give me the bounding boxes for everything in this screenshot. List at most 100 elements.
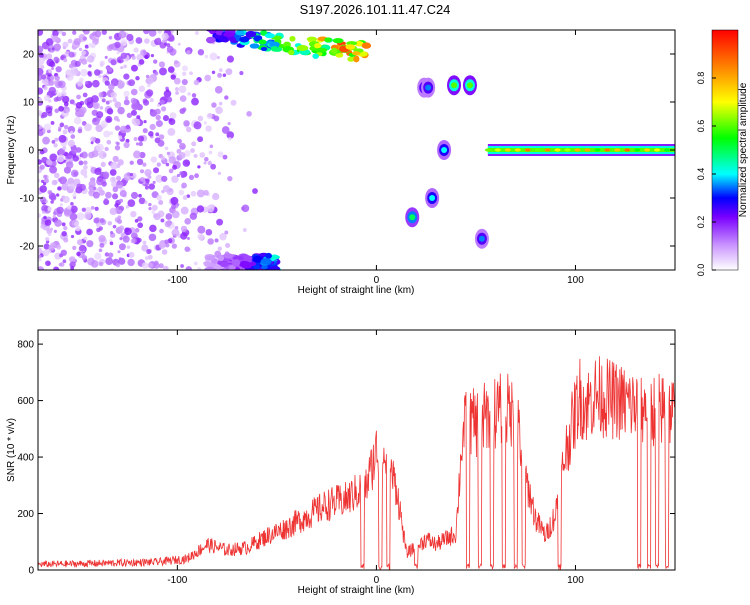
heatmap-cell bbox=[57, 187, 61, 191]
heatmap-cell bbox=[189, 175, 194, 180]
heatmap-cell bbox=[73, 155, 79, 161]
heatmap-cell bbox=[204, 75, 211, 82]
heatmap-cell bbox=[109, 100, 112, 103]
heatmap-cell bbox=[110, 242, 114, 246]
heatmap-cell bbox=[160, 219, 164, 223]
heatmap-cell bbox=[43, 175, 47, 179]
heatmap-cell bbox=[79, 59, 83, 63]
heatmap-cell bbox=[172, 243, 177, 248]
snr-x-label: Height of straight line (km) bbox=[298, 585, 415, 596]
heatmap-cell bbox=[116, 51, 119, 54]
heatmap-cell bbox=[223, 32, 234, 37]
heatmap-cell bbox=[99, 248, 103, 252]
colorbar-tick-label: 0.2 bbox=[696, 216, 706, 229]
heatmap-cell bbox=[128, 79, 135, 86]
heatmap-cell bbox=[94, 253, 101, 260]
heatmap-cell bbox=[112, 98, 116, 102]
heatmap-cell bbox=[190, 213, 197, 220]
heatmap-cell bbox=[206, 229, 213, 236]
heatmap-cell bbox=[80, 169, 87, 176]
heatmap-cell bbox=[65, 109, 69, 113]
heatmap-cell bbox=[67, 205, 72, 210]
heatmap-cell bbox=[46, 107, 53, 114]
heatmap-cell bbox=[98, 235, 105, 242]
heatmap-cell bbox=[166, 163, 170, 167]
heatmap-cell bbox=[50, 195, 56, 201]
heatmap-cell bbox=[114, 101, 121, 108]
heatmap-cell bbox=[54, 75, 60, 81]
heatmap-cell bbox=[144, 38, 150, 44]
heatmap-cell bbox=[157, 104, 160, 107]
colorbar-tick-label: 0.0 bbox=[696, 264, 706, 277]
heatmap-cell bbox=[163, 115, 169, 121]
heatmap-cell bbox=[165, 213, 172, 220]
heatmap-cell bbox=[101, 162, 106, 167]
heatmap-cell bbox=[243, 228, 247, 232]
heatmap-cell bbox=[189, 71, 193, 75]
heatmap-cell bbox=[63, 196, 70, 203]
heatmap-cell bbox=[228, 122, 231, 125]
heatmap-cell bbox=[99, 151, 107, 159]
heatmap-cell bbox=[154, 71, 158, 75]
heatmap-cell bbox=[53, 211, 57, 215]
heatmap-cell bbox=[331, 48, 337, 54]
heatmap-cell bbox=[124, 228, 132, 236]
heatmap-cell bbox=[177, 174, 180, 177]
heatmap-cell bbox=[220, 262, 228, 267]
heatmap-cell bbox=[218, 172, 221, 175]
heatmap-cell bbox=[467, 82, 473, 88]
heatmap-cell bbox=[133, 47, 138, 52]
heatmap-cell bbox=[162, 249, 168, 255]
heatmap-cell bbox=[148, 203, 151, 206]
heatmap-cell bbox=[345, 44, 355, 49]
heatmap-cell bbox=[485, 148, 491, 151]
heatmap-cell bbox=[183, 195, 188, 200]
heatmap-cell bbox=[91, 206, 95, 210]
heatmap-cell bbox=[429, 195, 435, 201]
heatmap-cell bbox=[81, 51, 86, 56]
heatmap-cell bbox=[138, 194, 142, 198]
heatmap-cell bbox=[127, 259, 134, 266]
heatmap-cell bbox=[146, 75, 150, 79]
heatmap-cell bbox=[179, 143, 186, 150]
heatmap-cell bbox=[132, 56, 136, 60]
heatmap-cell bbox=[644, 148, 650, 151]
heatmap-cell bbox=[159, 68, 167, 76]
heatmap-cell bbox=[180, 95, 187, 102]
heatmap-cell bbox=[61, 250, 67, 256]
heatmap-cell bbox=[246, 111, 252, 117]
heatmap-cell bbox=[46, 59, 54, 67]
heatmap-cell bbox=[194, 173, 199, 178]
heatmap-cell bbox=[146, 249, 151, 254]
heatmap-cell bbox=[105, 81, 110, 86]
heatmap-cell bbox=[57, 154, 65, 162]
heatmap-cell bbox=[85, 81, 88, 84]
heatmap-cell bbox=[72, 246, 76, 250]
heatmap-cell bbox=[224, 95, 228, 99]
heatmap-cell bbox=[148, 207, 151, 210]
heatmap-cell bbox=[184, 218, 191, 225]
heatmap-cell bbox=[88, 73, 92, 77]
heatmap-cell bbox=[36, 247, 43, 254]
heatmap-cell bbox=[187, 237, 190, 240]
heatmap-cell bbox=[441, 147, 447, 153]
heatmap-cell bbox=[114, 42, 120, 48]
heatmap-cell bbox=[104, 198, 107, 201]
heatmap-cell bbox=[297, 45, 309, 51]
heatmap-cell bbox=[62, 32, 66, 36]
heatmap-cell bbox=[135, 219, 139, 223]
heatmap-cell bbox=[41, 205, 48, 212]
heatmap-cell bbox=[36, 46, 43, 53]
heatmap-cell bbox=[46, 159, 52, 165]
heatmap-cell bbox=[66, 181, 70, 185]
heatmap-cell bbox=[109, 36, 113, 40]
heatmap-cell bbox=[60, 262, 65, 267]
heatmap-cell bbox=[179, 171, 183, 175]
heatmap-cell bbox=[182, 65, 188, 71]
spectrogram-x-tick-label: 100 bbox=[567, 275, 584, 286]
heatmap-cell bbox=[165, 221, 171, 227]
heatmap-cell bbox=[53, 81, 56, 84]
heatmap-cell bbox=[76, 95, 81, 100]
heatmap-cell bbox=[112, 193, 118, 199]
